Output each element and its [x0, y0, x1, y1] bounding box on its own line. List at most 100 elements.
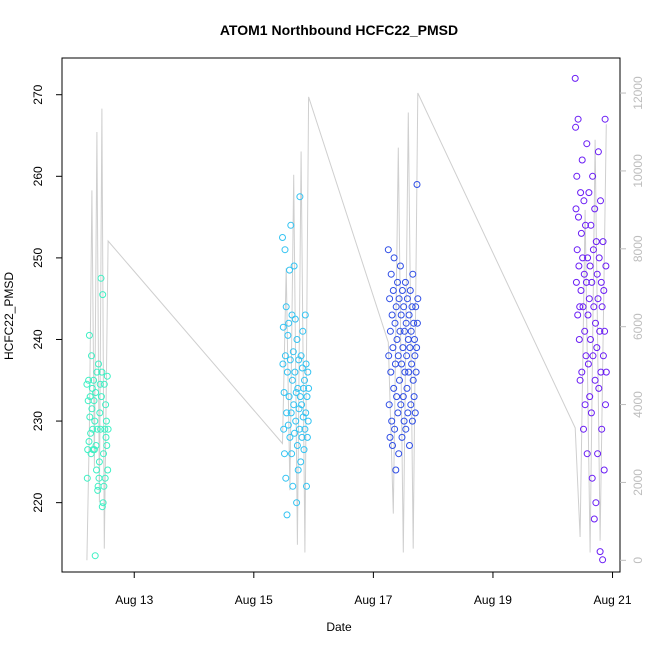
data-point	[304, 368, 312, 376]
data-point	[95, 360, 102, 368]
data-point	[281, 246, 289, 254]
data-point	[403, 352, 411, 360]
data-point	[286, 433, 294, 441]
data-point	[401, 278, 409, 286]
data-point	[291, 429, 298, 437]
data-point	[588, 278, 596, 286]
data-point	[393, 336, 401, 343]
x-tick-label: Aug 13	[115, 593, 153, 607]
data-point	[299, 327, 307, 335]
data-point	[288, 450, 296, 458]
data-point	[590, 515, 598, 523]
data-point	[300, 446, 308, 454]
data-point	[290, 262, 298, 270]
data-point	[98, 503, 106, 511]
data-point	[398, 360, 406, 368]
data-point	[387, 270, 395, 278]
data-point	[102, 401, 110, 409]
data-point	[576, 303, 584, 311]
data-point	[413, 319, 421, 327]
data-point	[390, 384, 398, 392]
data-point	[392, 303, 400, 311]
data-point	[83, 474, 91, 482]
data-point	[592, 319, 599, 327]
data-point	[101, 474, 109, 482]
y2-tick-label: 8000	[631, 235, 645, 262]
data-point	[582, 352, 590, 360]
data-point	[103, 442, 111, 449]
data-point	[601, 327, 609, 335]
data-point	[394, 409, 402, 417]
y2-tick-label: 6000	[631, 313, 645, 340]
data-point	[396, 376, 403, 384]
data-point	[593, 344, 601, 352]
data-point	[584, 254, 592, 262]
data-point	[304, 417, 312, 425]
data-point	[398, 287, 406, 294]
data-point	[579, 303, 587, 311]
data-point	[93, 466, 100, 474]
data-point	[292, 417, 300, 425]
data-point	[411, 336, 418, 343]
data-point	[86, 393, 94, 401]
background-line-layer	[86, 92, 607, 561]
data-point	[582, 278, 590, 286]
y-tick-label: 220	[31, 492, 45, 512]
data-point	[583, 140, 591, 148]
x-tick-label: Aug 19	[474, 593, 512, 607]
data-point	[392, 466, 400, 474]
data-point	[288, 376, 296, 384]
data-point	[399, 344, 407, 352]
data-point	[409, 376, 417, 384]
data-point	[572, 205, 580, 213]
data-point	[397, 311, 405, 319]
data-point	[596, 327, 604, 335]
data-point	[103, 372, 111, 380]
y2-tick-label: 10000	[631, 154, 645, 188]
data-point	[293, 442, 301, 449]
data-point	[386, 295, 394, 303]
data-point	[279, 360, 287, 368]
data-point	[572, 123, 580, 131]
data-point	[602, 401, 609, 409]
data-point	[585, 189, 593, 197]
data-point	[592, 238, 600, 246]
data-point	[280, 425, 288, 433]
data-point	[574, 115, 582, 123]
data-point	[90, 446, 98, 454]
data-point	[580, 425, 587, 433]
data-point	[405, 368, 413, 376]
data-point	[600, 287, 608, 294]
data-point	[388, 417, 396, 425]
data-point	[289, 348, 297, 356]
data-point	[589, 352, 597, 360]
data-point	[580, 270, 588, 278]
data-point	[296, 425, 303, 433]
data-point	[602, 368, 610, 376]
data-point	[408, 417, 416, 425]
data-point	[405, 311, 413, 319]
data-point	[300, 384, 308, 392]
data-point	[393, 393, 401, 401]
data-point	[575, 213, 582, 221]
data-point	[88, 405, 96, 413]
data-point	[301, 311, 309, 319]
data-point	[589, 246, 597, 254]
data-point	[90, 376, 98, 384]
data-point	[589, 172, 597, 180]
data-point	[95, 458, 103, 466]
y2-tick-label: 12000	[631, 76, 645, 110]
data-point	[594, 450, 602, 458]
data-point	[571, 74, 579, 82]
data-point	[289, 482, 297, 490]
data-point	[602, 262, 610, 270]
data-point	[384, 246, 392, 254]
data-point	[579, 254, 587, 262]
data-point	[590, 303, 598, 311]
data-point	[599, 556, 607, 564]
data-point	[572, 278, 580, 286]
data-point	[575, 336, 583, 343]
data-point	[93, 425, 101, 433]
data-point	[285, 319, 293, 327]
x-tick-label: Aug 17	[354, 593, 392, 607]
